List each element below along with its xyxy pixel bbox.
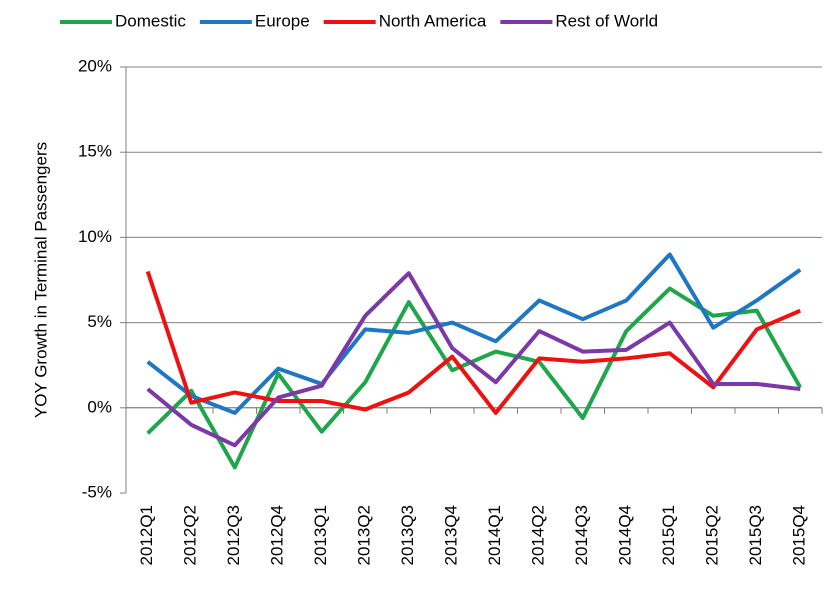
x-tick-label: 2015Q3 xyxy=(746,505,765,566)
x-tick-label: 2015Q1 xyxy=(659,505,678,566)
x-tick-label: 2014Q1 xyxy=(485,505,504,566)
x-tick-label: 2012Q2 xyxy=(181,505,200,566)
y-tick-label: 20% xyxy=(78,56,112,75)
x-tick-label: 2015Q4 xyxy=(790,505,809,566)
y-tick-label: 0% xyxy=(87,397,112,416)
legend-label: Rest of World xyxy=(555,11,658,30)
x-tick-label: 2014Q3 xyxy=(572,505,591,566)
y-tick-label: 10% xyxy=(78,227,112,246)
series-line xyxy=(146,252,802,415)
x-tick-label: 2012Q4 xyxy=(268,505,287,566)
x-tick-label: 2013Q3 xyxy=(398,505,417,566)
x-tick-label: 2015Q2 xyxy=(703,505,722,566)
x-tick-label: 2014Q2 xyxy=(529,505,548,566)
legend-label: North America xyxy=(379,11,487,30)
y-tick-label: 5% xyxy=(87,312,112,331)
x-tick-label: 2013Q4 xyxy=(442,505,461,566)
x-tick-label: 2013Q2 xyxy=(355,505,374,566)
x-tick-label: 2012Q3 xyxy=(224,505,243,566)
x-tick-label: 2012Q1 xyxy=(137,505,156,566)
x-tick-label: 2013Q1 xyxy=(311,505,330,566)
x-tick-label: 2014Q4 xyxy=(616,505,635,566)
legend-label: Europe xyxy=(255,11,310,30)
y-tick-label: -5% xyxy=(82,482,112,501)
series-line xyxy=(146,271,801,448)
legend-label: Domestic xyxy=(115,11,186,30)
y-tick-label: 15% xyxy=(78,142,112,161)
series-line xyxy=(145,270,802,415)
y-axis-title: YOY Growth in Terminal Passengers xyxy=(31,142,50,418)
